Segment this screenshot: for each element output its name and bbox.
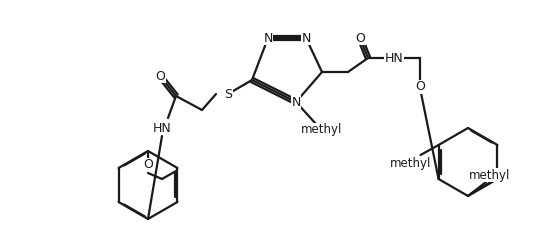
Text: HN: HN bbox=[153, 121, 172, 135]
Text: O: O bbox=[143, 159, 153, 172]
Text: methyl: methyl bbox=[301, 123, 343, 137]
Text: N: N bbox=[291, 96, 301, 109]
Text: methyl: methyl bbox=[390, 156, 431, 170]
Text: S: S bbox=[224, 87, 232, 101]
Text: methyl: methyl bbox=[469, 169, 510, 181]
Text: N: N bbox=[301, 32, 311, 45]
Text: O: O bbox=[415, 80, 425, 93]
Text: O: O bbox=[155, 70, 165, 82]
Text: HN: HN bbox=[384, 51, 403, 65]
Text: N: N bbox=[263, 32, 273, 45]
Text: O: O bbox=[355, 32, 365, 45]
